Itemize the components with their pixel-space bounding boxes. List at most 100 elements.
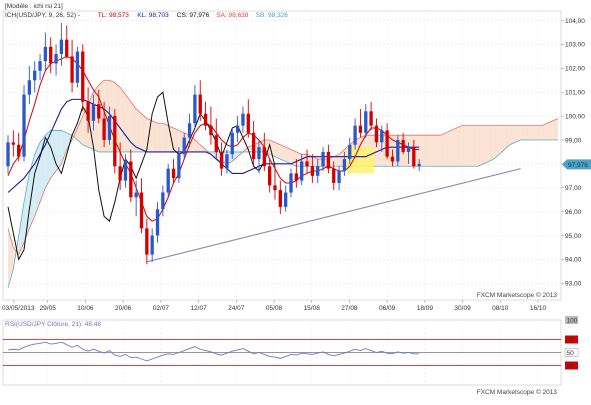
cloud-segment	[493, 125, 500, 160]
x-tick-label: 24/07	[228, 305, 245, 312]
candle-body	[107, 116, 112, 140]
candle-body	[369, 111, 373, 126]
rsi-header: RSI(USD/JPY Clôture, 21): 48,48	[5, 321, 101, 328]
candles	[6, 22, 421, 265]
candle-body	[235, 125, 240, 133]
rsi-line	[7, 341, 420, 362]
rsi-level-box	[564, 348, 579, 357]
candle-body	[214, 135, 218, 152]
trendline	[146, 168, 521, 263]
candle-body	[262, 147, 266, 167]
candle-body	[177, 154, 181, 179]
cloud-segment	[280, 144, 286, 162]
candle-body	[300, 161, 304, 181]
cloud-segment	[194, 139, 201, 152]
senkou-span-b-line	[7, 130, 558, 289]
candle-body	[54, 53, 58, 64]
cloud-segment	[483, 125, 489, 164]
candle-body	[102, 118, 106, 140]
candle-body	[123, 161, 128, 181]
candle-body	[294, 173, 299, 181]
candle-body	[310, 166, 315, 176]
candle-body	[396, 139, 400, 162]
rsi-tick-label: 70	[567, 337, 575, 344]
cloud-segment	[312, 156, 318, 167]
candle-body	[91, 104, 96, 121]
cloud-segment	[440, 132, 446, 167]
candle-body	[59, 39, 64, 54]
candle-body	[150, 235, 154, 255]
legend-item: ICH(USD/JPY, 9, 26, 52) -	[5, 12, 80, 19]
cloud-segment	[130, 101, 137, 152]
cloud-segment	[333, 154, 340, 167]
candle-body	[321, 151, 325, 167]
y-tick-label: 103,00	[565, 42, 585, 49]
candle-body	[187, 123, 192, 138]
candle-body	[38, 61, 42, 71]
candle-body	[342, 159, 347, 172]
candle-body	[251, 132, 256, 160]
candle-body	[166, 168, 170, 193]
candle-body	[113, 116, 117, 167]
candle-body	[406, 147, 411, 152]
candle-body	[273, 185, 277, 191]
cloud-segment	[435, 135, 441, 167]
cloud-segment	[77, 116, 83, 145]
cloud-segment	[269, 139, 275, 157]
cloud-segment	[488, 125, 494, 162]
candle-body	[97, 104, 101, 119]
cloud-segment	[531, 125, 537, 140]
candle-body	[209, 125, 213, 136]
cloud-segment	[424, 135, 430, 167]
x-tick-label: 29/05	[40, 305, 57, 312]
candle-body	[129, 161, 133, 198]
last-price-label: 97,976	[568, 162, 588, 169]
candle-body	[267, 166, 272, 186]
candle-body	[401, 139, 405, 152]
cloud-segment	[525, 125, 532, 140]
candle-body	[219, 151, 224, 169]
last-price-marker	[562, 159, 591, 170]
candle-body	[198, 94, 202, 114]
x-tick-label: 10/06	[77, 305, 94, 312]
y-tick-label: 96,00	[565, 209, 582, 216]
rsi-tick-label: 50	[567, 350, 575, 357]
cloud-segment	[173, 128, 179, 152]
cloud-segment	[456, 125, 462, 167]
candle-body	[118, 166, 122, 181]
rsi-tick-label: 30	[567, 363, 575, 370]
candle-body	[332, 168, 336, 183]
candle-body	[161, 192, 165, 210]
candle-body	[203, 113, 208, 126]
legend-item: TL: 98,573	[98, 12, 129, 19]
cloud-segment	[541, 123, 548, 140]
candle-body	[230, 132, 234, 155]
candle-body	[241, 113, 245, 126]
candle-body	[22, 94, 26, 157]
candle-body	[380, 130, 384, 143]
candle-body	[49, 46, 53, 64]
candle-body	[43, 46, 48, 62]
candle-body	[348, 144, 352, 160]
x-tick-label: 12/07	[190, 305, 207, 312]
candle-body	[358, 125, 363, 133]
cloud-segment	[472, 125, 478, 167]
candle-body	[246, 113, 250, 133]
candle-body	[326, 151, 331, 169]
cloud-segment	[125, 94, 131, 152]
cloud-segment	[509, 125, 516, 145]
candle-body	[225, 154, 229, 169]
main-footer-copyright: FXCM Marketscope © 2013	[477, 291, 558, 299]
y-tick-label: 104,00	[565, 18, 585, 25]
rsi-level-box	[565, 335, 578, 344]
candle-body	[385, 130, 389, 157]
cloud-segment	[419, 135, 425, 167]
x-tick-label: 06/09	[379, 305, 396, 312]
x-tick-label: 18/09	[417, 305, 434, 312]
cloud-segment	[429, 135, 436, 167]
cloud-segment	[467, 125, 473, 167]
candle-body	[278, 190, 282, 207]
cloud-segment	[157, 123, 163, 152]
y-tick-label: 100,00	[565, 113, 585, 120]
x-tick-label: 16/10	[530, 305, 547, 312]
